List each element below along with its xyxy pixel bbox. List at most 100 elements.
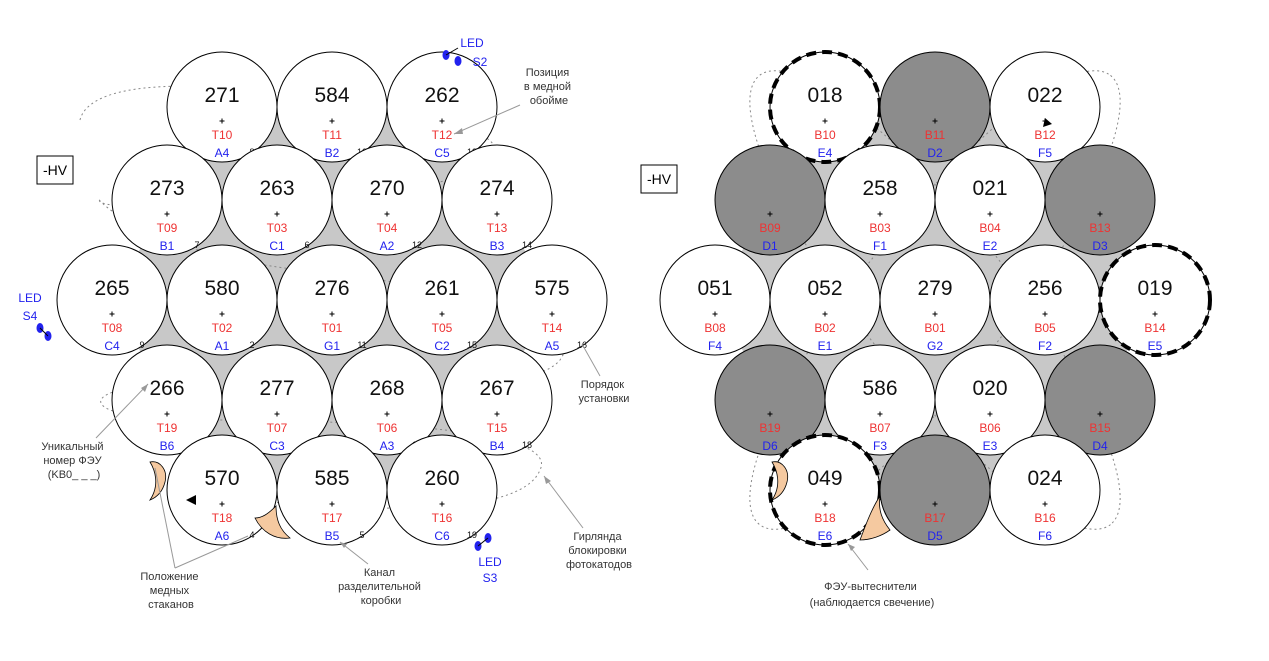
left-pmt-cell-t09: 273 T09 B1 7	[111, 144, 223, 256]
right-pmt-channel: D1	[762, 239, 778, 253]
left-pmt-serial: 268	[369, 377, 404, 400]
right-pmt-cell-b05: 256 B05 F2	[989, 244, 1101, 356]
annotation-unique-pmt: Уникальный номер ФЭУ (KB0_ _ _)	[41, 383, 149, 481]
right-pmt-cell-b10: 018 B10 E4	[768, 50, 882, 164]
annotation-garland-line2: блокировки	[568, 545, 626, 557]
left-pmt-position: T09	[157, 221, 178, 235]
right-pmt-channel: E3	[983, 439, 998, 453]
right-pmt-serial: 018	[807, 84, 842, 107]
right-pmt-channel: F3	[873, 439, 887, 453]
annotation-splitter-channel-line1: Канал	[364, 567, 395, 579]
left-pmt-channel: B5	[325, 529, 340, 543]
left-pmt-channel: B2	[325, 146, 340, 160]
right-pmt-channel: D2	[927, 146, 943, 160]
right-pmt-channel: F4	[708, 339, 722, 353]
right-copper-cup-1	[770, 461, 789, 501]
right-pmt-position: B12	[1034, 128, 1056, 142]
right-pmt-channel: F2	[1038, 339, 1052, 353]
left-pmt-channel: A1	[215, 339, 230, 353]
left-pmt-position: T02	[212, 321, 233, 335]
right-pmt-serial: 024	[1027, 467, 1062, 490]
led-s2: LED S2	[442, 36, 488, 69]
svg-text:ФЭУ-вытеснители (наблю: ФЭУ-вытеснители (наблюдается свечение)	[810, 581, 935, 609]
right-pmt-channel: E5	[1148, 339, 1163, 353]
annotation-copper-cups-line3: стаканов	[148, 599, 194, 611]
annotation-install-order-line1: Порядок	[581, 379, 625, 391]
right-pmt-serial: 021	[972, 177, 1007, 200]
led-s4-id: S4	[23, 309, 38, 323]
left-pmt-position: T03	[267, 221, 288, 235]
right-pmt-position: B13	[1089, 221, 1111, 235]
left-pmt-serial: 267	[479, 377, 514, 400]
right-pmt-channel: F1	[873, 239, 887, 253]
annotation-fillers-line2: (наблюдается свечение)	[810, 597, 935, 609]
left-pmt-serial: 585	[314, 467, 349, 490]
annotation-copper-position: Позиция в медной обойме	[453, 67, 574, 135]
left-pmt-position: T16	[432, 511, 453, 525]
left-pmt-serial: 274	[479, 177, 514, 200]
right-pmt-position: B07	[869, 421, 891, 435]
right-pmt-serial: 019	[1137, 277, 1172, 300]
left-pmt-serial: 277	[259, 377, 294, 400]
annotation-splitter-channel-line2: разделительной	[338, 581, 421, 593]
right-pmt-position: B10	[814, 128, 836, 142]
left-pmt-install-order: 12	[412, 240, 422, 250]
svg-text:Положение медных: Положение медных стаканов	[140, 571, 201, 611]
left-pmt-cell-t13: 274 T13 B3 14	[441, 144, 553, 256]
left-pmt-serial: 580	[204, 277, 239, 300]
right-pmt-serial: 052	[807, 277, 842, 300]
led-s4: LED S4	[18, 291, 52, 341]
left-pmt-install-order: 9	[139, 340, 144, 350]
right-pmt-serial: 279	[917, 277, 952, 300]
right-pmt-position: B08	[704, 321, 726, 335]
right-filler-marker	[1098, 243, 1212, 357]
right-pmt-cell-b01: 279 B01 G2	[879, 244, 991, 356]
right-pmt-channel: E4	[818, 146, 833, 160]
left-pmt-install-order: 5	[359, 530, 364, 540]
right-pmt-position: B17	[924, 511, 946, 525]
annotation-unique-pmt-line3: (KB0_ _ _)	[48, 469, 101, 481]
led-s2-id: S2	[473, 55, 488, 69]
annotation-copper-position-line1: Позиция	[526, 67, 570, 79]
left-pmt-serial: 261	[424, 277, 459, 300]
right-path-arrow	[1043, 118, 1052, 127]
right-pmt-cell-b16: 024 B16 F6	[989, 434, 1101, 546]
left-pmt-install-order: 6	[304, 240, 309, 250]
left-pmt-cell-t11: 584T11B210	[276, 51, 388, 163]
annotation-fillers-line1: ФЭУ-вытеснители	[824, 581, 917, 593]
left-pmt-channel: A2	[380, 239, 395, 253]
right-pmt-position: B11	[925, 128, 946, 142]
led-s4-name: LED	[18, 291, 42, 305]
right-pmt-channel: E1	[818, 339, 833, 353]
led-s2-name: LED	[460, 36, 484, 50]
left-pmt-channel: C3	[269, 439, 285, 453]
right-pmt-position: B01	[924, 321, 946, 335]
right-pmt-cell-b03: 258 B03 F1	[824, 144, 936, 256]
annotation-garland-line1: Гирлянда	[573, 531, 622, 543]
left-pmt-cell-t07: 277T07C31	[221, 344, 333, 456]
left-pmt-install-order: 18	[522, 440, 532, 450]
left-pmt-serial: 260	[424, 467, 459, 490]
left-pmt-serial: 273	[149, 177, 184, 200]
right-pmt-cell-b12: 022 B12 F5	[989, 51, 1101, 163]
left-pmt-serial: 265	[94, 277, 129, 300]
left-pmt-position: T05	[432, 321, 453, 335]
left-pmt-position: T04	[377, 221, 398, 235]
right-pmt-channel: E2	[983, 239, 998, 253]
annotation-garland: Гирлянда блокировки фотокатодов	[543, 475, 632, 571]
left-pmt-position: T15	[487, 421, 508, 435]
left-pmt-channel: C2	[434, 339, 450, 353]
left-pmt-channel: G1	[324, 339, 340, 353]
left-pmt-install-order: 2	[249, 340, 254, 350]
left-pmt-cell-t16: 260 T16 C6 19	[386, 434, 498, 546]
left-pmt-cell-t19: 266T19B63	[111, 344, 223, 456]
svg-text:Позиция в медной: Позиция в медной обойме	[524, 67, 574, 107]
left-pmt-channel: B3	[490, 239, 505, 253]
right-pmt-circle	[1044, 344, 1156, 456]
